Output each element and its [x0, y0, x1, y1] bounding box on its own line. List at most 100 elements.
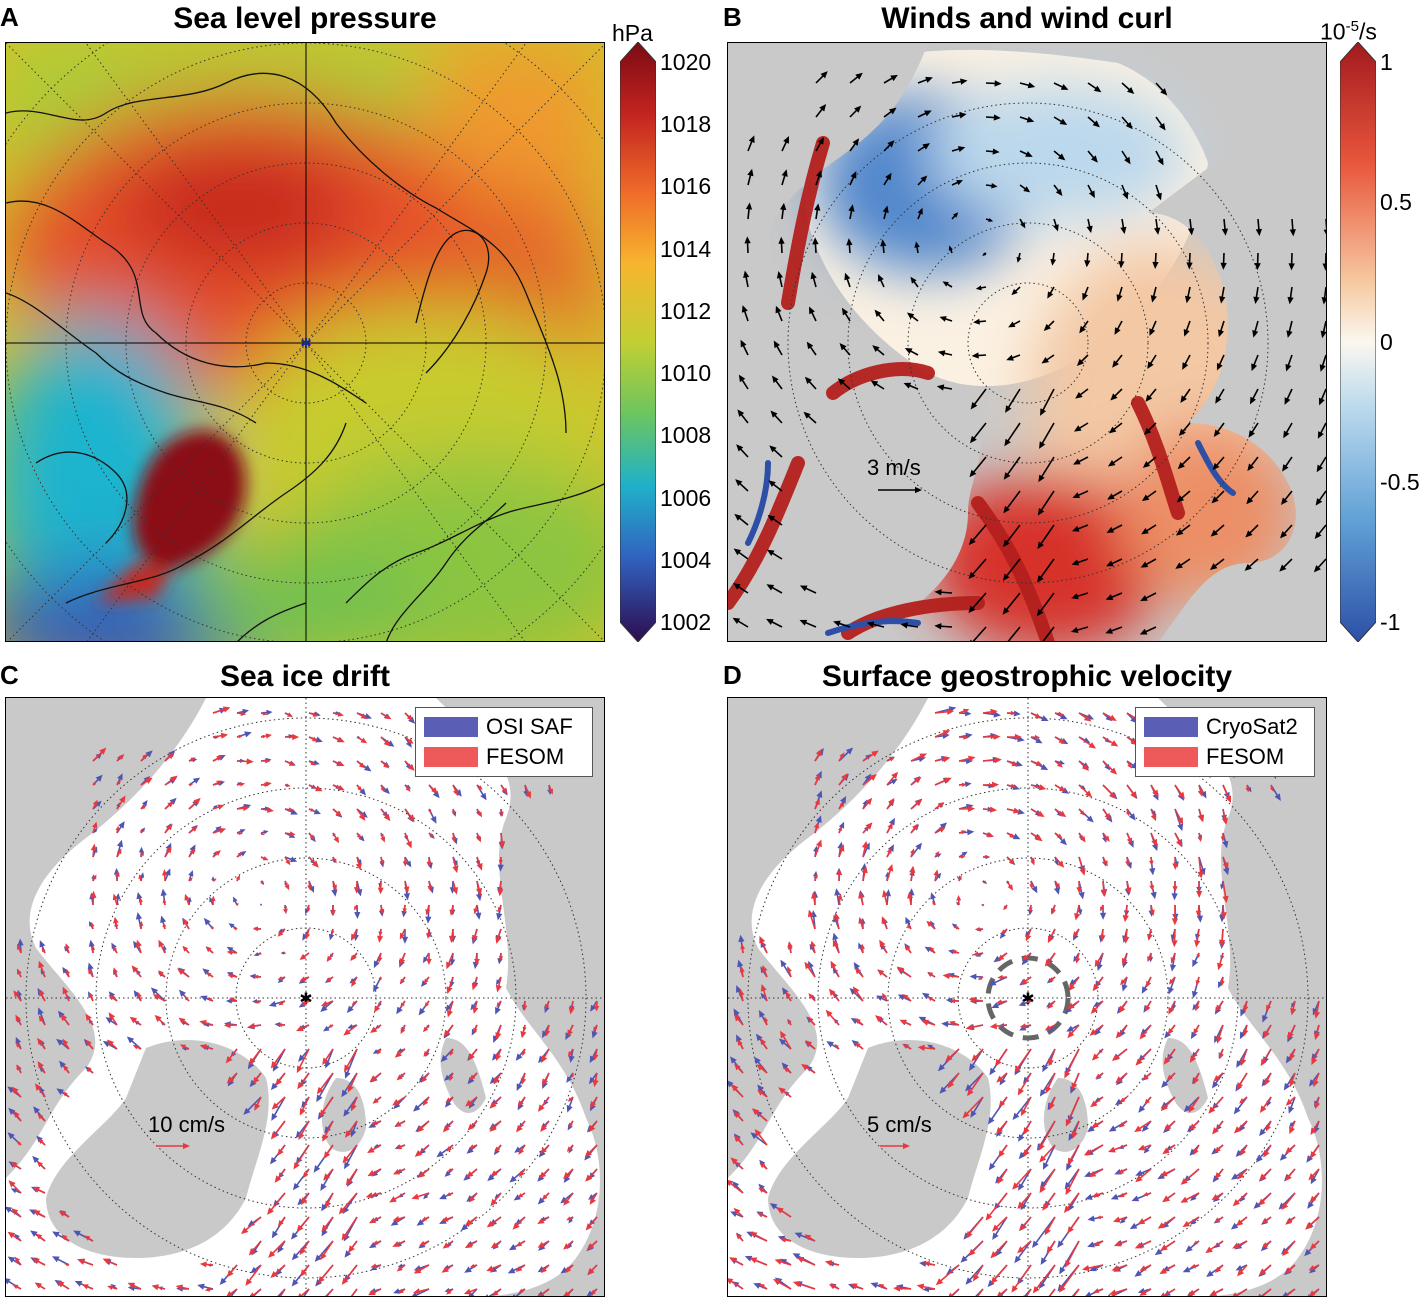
ice-drift-model-vector	[489, 1120, 502, 1132]
ice-drift-model-vector	[516, 1120, 526, 1133]
ice-drift-model-vector	[114, 870, 120, 882]
ice-drift-model-vector	[89, 992, 94, 1002]
geostrophic-model-vector	[1049, 1096, 1056, 1111]
ice-drift-model-vector	[90, 922, 95, 930]
geostrophic-model-vector	[1197, 856, 1204, 879]
wind-vector	[737, 409, 749, 424]
geostrophic-model-vector	[997, 952, 1008, 961]
ice-drift-model-vector	[212, 878, 217, 882]
geostrophic-model-vector	[733, 1111, 744, 1122]
geostrophic-model-vector	[932, 900, 936, 906]
geostrophic-model-vector	[982, 781, 1000, 788]
ice-drift-model-vector	[62, 1038, 70, 1050]
geostrophic-model-vector	[886, 757, 895, 762]
geostrophic-model-vector	[807, 909, 816, 930]
wind-vector	[1147, 354, 1157, 369]
geostrophic-model-vector	[1115, 1072, 1128, 1084]
geostrophic-model-vector	[907, 924, 912, 930]
ice-drift-model-vector	[35, 1233, 46, 1242]
geostrophic-model-vector	[996, 1072, 1008, 1083]
geostrophic-model-vector	[1235, 1216, 1248, 1227]
geostrophic-model-vector	[1139, 1288, 1152, 1296]
ice-drift-model-vector	[316, 1072, 334, 1095]
geostrophic-model-vector	[886, 822, 893, 834]
ice-drift-model-vector	[564, 1264, 574, 1273]
ice-drift-model-vector	[260, 856, 269, 861]
ice-drift-model-vector	[449, 1072, 454, 1082]
ice-drift-model-vector	[255, 999, 262, 1004]
wind-vector	[883, 172, 892, 186]
ice-drift-model-vector	[90, 890, 97, 906]
ice-drift-model-vector	[587, 1240, 598, 1250]
ice-drift-model-vector	[403, 880, 410, 894]
geostrophic-model-vector	[1193, 1144, 1200, 1156]
wind-vector	[1053, 82, 1069, 90]
ice-drift-model-vector	[442, 1120, 454, 1133]
ice-drift-model-vector	[211, 925, 215, 930]
ice-drift-model-vector	[212, 780, 223, 786]
geostrophic-model-vector	[989, 1023, 1008, 1030]
geostrophic-model-vector	[1088, 1168, 1104, 1177]
wind-vector	[1217, 320, 1225, 338]
wind-vector	[1037, 524, 1055, 550]
wind-curl-map	[727, 42, 1327, 642]
wind-vector	[970, 388, 987, 410]
ice-drift-model-vector	[495, 1024, 502, 1040]
geostrophic-model-vector	[1067, 1216, 1080, 1234]
ice-drift-model-vector	[356, 832, 361, 840]
ice-drift-model-vector	[372, 1096, 382, 1104]
wind-vector	[1053, 116, 1068, 125]
ice-drift-model-vector	[351, 928, 358, 941]
geostrophic-model-vector	[850, 1283, 864, 1290]
panel-d-letter: D	[723, 660, 742, 690]
geostrophic-model-vector	[958, 875, 962, 882]
ice-drift-model-vector	[471, 976, 478, 991]
geostrophic-model-vector	[1146, 976, 1152, 988]
geostrophic-model-vector	[1030, 832, 1043, 842]
wind-vector	[1251, 354, 1259, 372]
ice-drift-model-vector	[270, 1120, 286, 1140]
geostrophic-model-vector	[910, 823, 918, 834]
geostrophic-model-vector	[1285, 1216, 1296, 1225]
geostrophic-model-vector	[1044, 1024, 1056, 1031]
geostrophic-model-vector	[1045, 1072, 1056, 1094]
geostrophic-model-vector	[1044, 952, 1056, 967]
geostrophic-model-vector	[1003, 904, 1008, 911]
wind-vector	[1322, 252, 1326, 271]
ice-drift-model-vector	[164, 775, 178, 786]
ice-drift-model-vector	[493, 1072, 502, 1085]
ice-drift-model-vector	[85, 1013, 94, 1026]
wind-vector	[1037, 490, 1055, 516]
geostrophic-model-vector	[1093, 1288, 1104, 1294]
ice-drift-model-vector	[236, 782, 246, 787]
wind-curl-field	[728, 43, 1326, 641]
ice-drift-model-vector	[490, 1240, 502, 1249]
wind-vector	[1143, 422, 1157, 435]
geostrophic-model-vector	[776, 1207, 792, 1218]
geostrophic-legend-label: FESOM	[1206, 744, 1285, 769]
ice-drift-model-vector	[164, 801, 174, 810]
geostrophic-model-vector	[737, 1039, 744, 1050]
geostrophic-model-vector	[1078, 808, 1085, 816]
ice-drift-model-vector	[374, 1000, 382, 1013]
geostrophic-model-vector	[1214, 1144, 1224, 1153]
wind-vector	[1175, 524, 1191, 536]
geostrophic-model-vector	[977, 976, 984, 981]
ice-drift-model-vector	[464, 1216, 478, 1226]
wind-vector	[766, 618, 783, 628]
geostrophic-model-vector	[991, 1216, 1008, 1232]
wind-vector	[985, 80, 1002, 87]
geostrophic-model-vector	[1198, 808, 1205, 823]
geostrophic-model-vector	[916, 1283, 936, 1290]
geostrophic-model-vector	[965, 1024, 984, 1031]
wind-vector	[1280, 524, 1293, 539]
geostrophic-field: ✱	[728, 698, 1326, 1296]
ice-drift-model-vector	[356, 808, 366, 821]
wind-vector	[1244, 558, 1259, 571]
ice-drift-scale-label: 10 cm/s	[148, 1112, 226, 1137]
panel-b-letter: B	[723, 2, 742, 32]
wind-vector	[1142, 456, 1157, 468]
ice-drift-model-vector	[392, 1168, 406, 1175]
wind-vector	[1039, 422, 1055, 449]
wind-vector	[910, 276, 919, 288]
